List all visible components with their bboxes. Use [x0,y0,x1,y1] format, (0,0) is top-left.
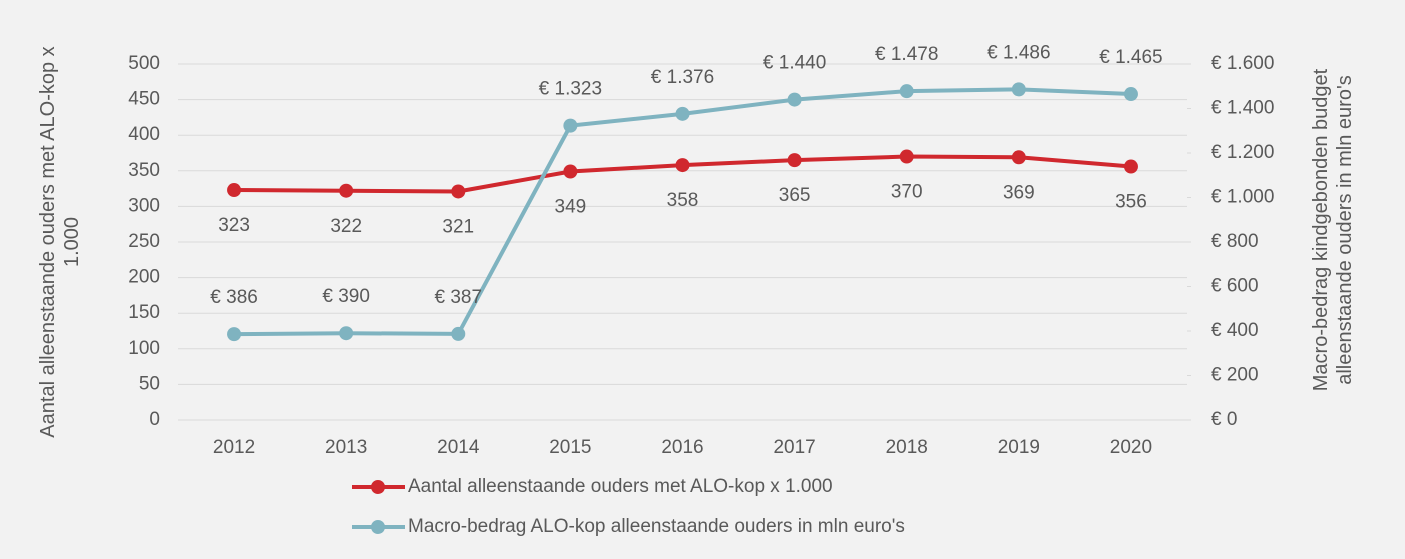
data-label: 358 [667,190,699,211]
point [675,158,690,173]
point [675,106,690,121]
data-label: € 1.323 [539,79,602,100]
data-label: € 1.486 [987,42,1050,63]
data-label: 321 [442,216,474,237]
point [563,164,578,179]
y2-tick-label: € 400 [1211,320,1259,341]
y2-tick-label: € 1.400 [1211,98,1274,119]
x-tick-label: 2013 [325,437,367,458]
y-tick-label: 200 [128,267,160,288]
y2-tick-label: € 0 [1211,409,1237,430]
y-tick-label: 400 [128,124,160,145]
data-label: 349 [555,197,587,218]
point [227,327,242,342]
legend-label: Macro-bedrag ALO-kop alleenstaande ouder… [408,516,905,537]
point [451,184,466,199]
y-tick-label: 50 [139,373,160,394]
x-tick-label: 2015 [549,437,591,458]
y-tick-label: 300 [128,195,160,216]
point [1011,150,1026,165]
point [1011,82,1026,97]
data-label: € 386 [210,287,258,308]
x-tick-label: 2018 [886,437,928,458]
x-tick-label: 2019 [998,437,1040,458]
legend-marker [371,520,385,534]
point [451,326,466,341]
y2-tick-label: € 1.600 [1211,53,1274,74]
y2-tick-label: € 200 [1211,365,1259,386]
x-tick-label: 2020 [1110,437,1152,458]
point [1123,159,1138,174]
data-label: 356 [1115,192,1147,213]
data-label: 365 [779,185,811,206]
legend-label: Aantal alleenstaande ouders met ALO-kop … [408,476,833,497]
point [1123,87,1138,102]
x-tick-label: 2014 [437,437,480,458]
y-tick-label: 0 [149,409,160,430]
x-tick-label: 2016 [661,437,703,458]
data-label: € 1.376 [651,67,714,88]
data-label: € 1.440 [763,53,826,74]
y2-tick-label: € 1.000 [1211,187,1274,208]
data-label: 370 [891,182,923,203]
point [227,183,242,198]
data-label: € 1.465 [1099,47,1162,68]
y-tick-label: 350 [128,160,160,181]
point [899,84,914,99]
y2-tick-label: € 1.200 [1211,142,1274,163]
point [563,118,578,133]
data-label: € 1.478 [875,44,938,65]
y-tick-label: 500 [128,53,160,74]
point [787,92,802,107]
data-label: 323 [218,215,250,236]
point [339,183,354,198]
y2-tick-label: € 800 [1211,231,1259,252]
point [787,153,802,168]
data-label: € 390 [322,286,370,307]
y-tick-label: 100 [128,338,160,359]
y2-tick-label: € 600 [1211,276,1259,297]
data-label: 369 [1003,182,1035,203]
y-tick-label: 450 [128,89,160,110]
point [339,326,354,341]
legend-marker [371,480,385,494]
x-tick-label: 2017 [773,437,815,458]
point [899,149,914,164]
data-label: 322 [330,216,362,237]
y-tick-label: 250 [128,231,160,252]
y-tick-label: 150 [128,302,160,323]
data-label: € 387 [435,287,483,308]
x-tick-label: 2012 [213,437,255,458]
